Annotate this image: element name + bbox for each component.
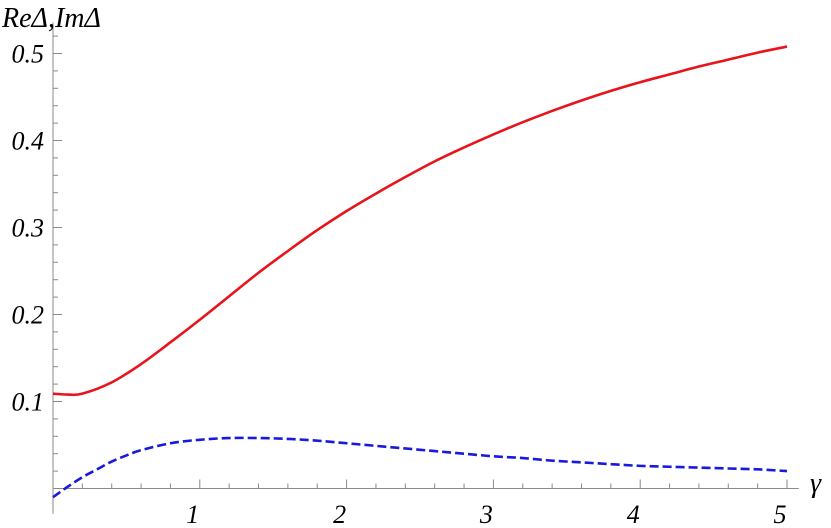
x-tick-label: 5 [774,500,787,528]
y-tick-label: 0.1 [12,388,45,417]
y-axis-label: ReΔ,ImΔ [1,3,101,34]
axes: 1 2 3 4 5 0.1 0.2 0.3 0.4 0.5 [12,22,799,528]
labels-layer: ReΔ,ImΔ γ [1,3,822,499]
x-axis-label: γ [810,468,822,499]
y-tick-label: 0.5 [12,40,45,69]
y-tick-label: 0.3 [12,214,45,243]
y-tick-label: 0.4 [12,127,45,156]
series-line-solid-red [52,45,788,397]
x-tick-label: 3 [479,500,493,528]
y-tick-label: 0.2 [12,301,45,330]
x-tick-label: 1 [186,500,199,528]
series-line-dashed-blue [52,436,788,499]
x-tick-label: 2 [333,500,346,528]
series-layer [52,45,788,499]
x-tick-label: 4 [627,500,640,528]
